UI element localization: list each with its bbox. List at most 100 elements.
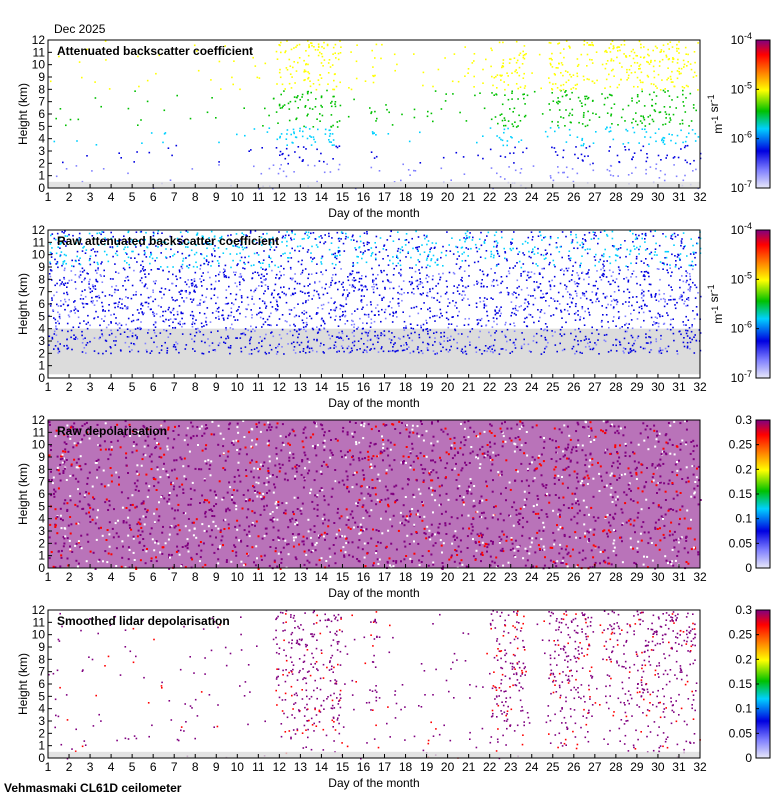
x-axis-label: Day of the month [328,586,419,600]
x-tick-label: 9 [213,190,220,204]
plot-area [48,40,700,188]
x-tick-label: 16 [357,570,371,584]
y-tick-label: 7 [38,475,45,489]
x-tick-label: 13 [294,380,308,394]
x-tick-label: 3 [87,760,94,774]
panel-title: Raw attenuated backscatter coefficient [57,234,279,248]
x-tick-label: 17 [378,570,392,584]
x-axis-label: Day of the month [328,776,419,790]
x-tick-label: 16 [357,380,371,394]
x-tick-label: 7 [171,190,178,204]
y-tick-label: 8 [38,652,45,666]
x-tick-label: 6 [150,190,157,204]
y-tick-label: 3 [38,144,45,158]
colorbar-tick-label: 10-6 [731,130,752,146]
x-tick-label: 15 [336,380,350,394]
y-tick-label: 2 [38,346,45,360]
y-tick-label: 2 [38,536,45,550]
colorbar-gradient [755,229,771,379]
x-tick-label: 27 [588,760,602,774]
x-tick-label: 19 [420,380,434,394]
y-tick-label: 4 [38,132,45,146]
x-tick-label: 22 [483,380,497,394]
x-tick-label: 28 [609,190,623,204]
x-tick-label: 23 [504,760,518,774]
y-tick-label: 6 [38,487,45,501]
colorbar: 10-7 10-6 10-5 10-4 m-1 sr-1 [706,31,771,195]
x-tick-label: 11 [252,380,265,394]
y-axis-label: Height (km) [16,653,30,715]
colorbar-tick-label: 10-6 [731,320,752,336]
x-tick-label: 29 [630,380,644,394]
y-tick-label: 6 [38,297,45,311]
x-tick-label: 8 [192,760,199,774]
colorbar-tick-label: 0.3 [735,413,752,427]
y-tick-label: 3 [38,334,45,348]
x-tick-label: 24 [525,380,539,394]
colorbar-tick-label: 0.25 [729,628,753,642]
y-tick-label: 2 [38,726,45,740]
y-tick-label: 5 [38,499,45,513]
y-tick-label: 0 [38,371,45,385]
x-tick-label: 3 [87,570,94,584]
y-tick-label: 11 [33,615,46,629]
y-tick-label: 7 [38,285,45,299]
colorbar-unit: m-1 sr-1 [706,94,725,133]
x-tick-label: 5 [129,380,136,394]
x-tick-label: 11 [252,570,265,584]
y-tick-label: 1 [38,549,45,563]
colorbar-tick-label: 0.25 [729,438,753,452]
x-tick-label: 28 [609,570,623,584]
x-tick-label: 16 [357,760,371,774]
x-tick-label: 3 [87,190,94,204]
x-tick-label: 29 [630,190,644,204]
x-tick-label: 20 [441,190,455,204]
x-tick-label: 13 [294,570,308,584]
x-tick-label: 24 [525,760,539,774]
x-tick-label: 27 [588,190,602,204]
y-tick-label: 3 [38,524,45,538]
colorbar-tick-label: 0 [745,751,752,765]
x-tick-label: 22 [483,190,497,204]
x-tick-label: 5 [129,760,136,774]
y-tick-label: 9 [38,450,45,464]
x-tick-label: 26 [567,570,581,584]
y-tick-label: 5 [38,689,45,703]
heatmap-field [48,230,702,375]
x-tick-label: 30 [651,190,665,204]
x-tick-label: 2 [66,190,73,204]
x-tick-label: 18 [399,380,413,394]
x-tick-label: 13 [294,760,308,774]
x-tick-label: 22 [483,760,497,774]
x-tick-label: 14 [315,380,329,394]
x-tick-label: 30 [651,380,665,394]
panel-title: Raw depolarisation [57,424,167,438]
x-tick-label: 3 [87,380,94,394]
x-axis-label: Day of the month [328,396,419,410]
x-tick-label: 20 [441,760,455,774]
x-tick-label: 17 [378,190,392,204]
y-tick-label: 7 [38,95,45,109]
colorbar-tick-label: 0.2 [735,652,752,666]
y-tick-label: 4 [38,322,45,336]
y-tick-label: 9 [38,640,45,654]
x-tick-label: 5 [129,190,136,204]
y-tick-label: 12 [32,223,46,237]
y-tick-label: 11 [33,235,46,249]
y-tick-label: 0 [38,561,45,575]
x-tick-label: 32 [693,760,707,774]
y-tick-label: 10 [32,248,46,262]
x-tick-label: 10 [231,190,245,204]
x-tick-label: 18 [399,570,413,584]
depol-field [48,420,700,568]
x-tick-label: 13 [294,190,308,204]
x-tick-label: 24 [525,570,539,584]
y-tick-label: 3 [38,714,45,728]
colorbar-unit: m-1 sr-1 [706,284,725,323]
x-tick-label: 25 [546,190,560,204]
x-tick-label: 4 [108,760,115,774]
heatmap-field [48,40,702,190]
colorbar: 0 0.05 0.1 0.15 0.2 0.25 0.3 [729,413,771,575]
